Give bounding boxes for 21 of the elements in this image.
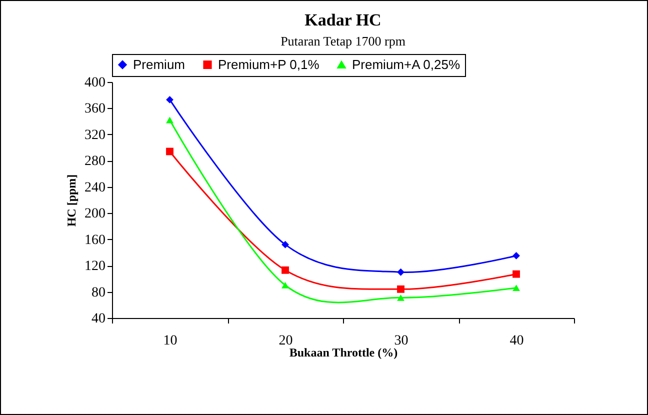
x-tick-label: 20 <box>278 334 293 348</box>
y-tick-label: 40 <box>92 312 106 326</box>
y-tick-label: 240 <box>84 180 106 196</box>
y-tick-label: 120 <box>84 259 106 274</box>
legend-label: Premium <box>133 56 186 72</box>
chart-subtitle: Putaran Tetap 1700 rpm <box>280 34 406 48</box>
chart-title: Kadar HC <box>304 10 382 30</box>
y-tick-label: 160 <box>84 232 106 248</box>
y-tick-label: 360 <box>84 102 106 117</box>
x-tick-label: 30 <box>394 334 408 348</box>
legend-label: Premium+P 0,1% <box>218 56 320 72</box>
y-tick-label: 320 <box>84 128 106 143</box>
y-axis-title: HC [ppm] <box>64 174 78 227</box>
x-tick-label: 10 <box>163 334 178 348</box>
legend-label: Premium+A 0,25% <box>352 56 460 72</box>
x-axis-title: Bukaan Throttle (%) <box>289 346 398 360</box>
y-tick-label: 280 <box>84 154 106 170</box>
y-tick-label: 400 <box>84 76 106 90</box>
y-tick-label: 200 <box>84 206 106 222</box>
y-tick-label: 80 <box>92 285 106 300</box>
x-tick-label: 40 <box>510 334 524 348</box>
